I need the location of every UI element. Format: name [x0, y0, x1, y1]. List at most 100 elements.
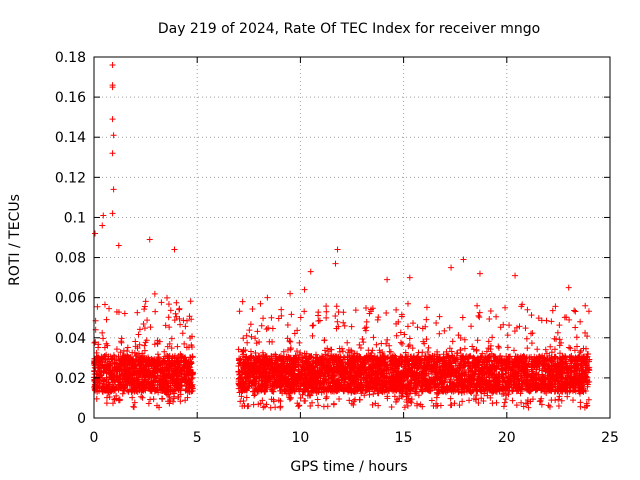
data-point: [404, 300, 411, 307]
data-point: [296, 339, 303, 346]
data-point: [164, 294, 171, 301]
data-point: [173, 299, 180, 306]
data-point: [441, 327, 448, 334]
data-point: [145, 400, 152, 407]
data-point: [177, 398, 184, 405]
data-point: [187, 379, 194, 386]
data-point: [189, 385, 196, 392]
data-point: [384, 336, 391, 343]
data-point: [106, 363, 113, 370]
data-point: [474, 302, 481, 309]
data-point: [504, 344, 511, 351]
data-point: [555, 396, 562, 403]
data-point: [184, 360, 191, 367]
data-point: [585, 396, 592, 403]
data-point: [112, 386, 119, 393]
data-point: [546, 403, 553, 410]
data-point: [145, 374, 152, 381]
data-point: [93, 354, 100, 361]
data-point: [322, 395, 329, 402]
data-point: [104, 384, 111, 391]
data-point: [99, 375, 106, 382]
data-point: [146, 369, 153, 376]
data-point: [542, 346, 549, 353]
data-point: [152, 308, 159, 315]
data-point: [243, 394, 250, 401]
data-point: [436, 330, 443, 337]
data-point: [151, 385, 158, 392]
data-point: [459, 314, 466, 321]
data-point: [109, 400, 116, 407]
data-point: [118, 367, 125, 374]
data-point: [556, 322, 563, 329]
data-point: [340, 309, 347, 316]
data-point: [288, 311, 295, 318]
data-point: [370, 391, 377, 398]
data-point: [346, 397, 353, 404]
data-point: [265, 324, 272, 331]
data-point: [257, 300, 264, 307]
data-point: [137, 384, 144, 391]
data-point: [518, 399, 525, 406]
data-point: [548, 318, 555, 325]
data-point: [406, 335, 413, 342]
data-point: [175, 359, 182, 366]
data-point: [141, 306, 148, 313]
data-point: [176, 315, 183, 322]
data-point: [473, 347, 480, 354]
data-point: [156, 338, 163, 345]
data-point: [140, 321, 147, 328]
data-point: [135, 350, 142, 357]
data-point: [92, 339, 99, 346]
data-point: [166, 324, 173, 331]
data-point: [102, 362, 109, 369]
data-point: [186, 313, 193, 320]
data-point: [428, 397, 435, 404]
data-point: [163, 364, 170, 371]
data-point: [103, 316, 110, 323]
data-point: [141, 342, 148, 349]
data-point: [500, 403, 507, 410]
data-point: [309, 399, 316, 406]
data-point: [147, 396, 154, 403]
data-point: [94, 303, 101, 310]
data-point: [132, 362, 139, 369]
data-point: [98, 355, 105, 362]
data-point: [495, 344, 502, 351]
data-point: [147, 324, 154, 331]
data-point: [295, 403, 302, 410]
data-point: [115, 364, 122, 371]
data-point: [143, 369, 150, 376]
data-point: [130, 403, 137, 410]
data-point: [369, 401, 376, 408]
data-point: [528, 330, 535, 337]
data-point: [334, 318, 341, 325]
chart-title: Day 219 of 2024, Rate Of TEC Index for r…: [158, 21, 540, 37]
data-point: [171, 317, 178, 324]
data-point: [95, 341, 102, 348]
data-point: [117, 374, 124, 381]
data-point: [101, 364, 108, 371]
data-point: [103, 351, 110, 358]
data-point: [189, 369, 196, 376]
data-point: [148, 383, 155, 390]
data-point: [165, 301, 172, 308]
data-point: [160, 358, 167, 365]
data-point: [161, 348, 168, 355]
data-point: [139, 359, 146, 366]
data-point: [249, 305, 256, 312]
data-point: [375, 314, 382, 321]
data-point: [124, 352, 131, 359]
data-point: [554, 329, 561, 336]
data-point: [278, 306, 285, 313]
data-point: [117, 349, 124, 356]
data-point: [370, 334, 377, 341]
data-point: [101, 301, 108, 308]
data-point: [332, 313, 339, 320]
data-point: [139, 394, 146, 401]
data-point: [267, 404, 274, 411]
data-point: [111, 396, 118, 403]
data-point: [456, 402, 463, 409]
data-point: [158, 375, 165, 382]
data-point: [165, 398, 172, 405]
